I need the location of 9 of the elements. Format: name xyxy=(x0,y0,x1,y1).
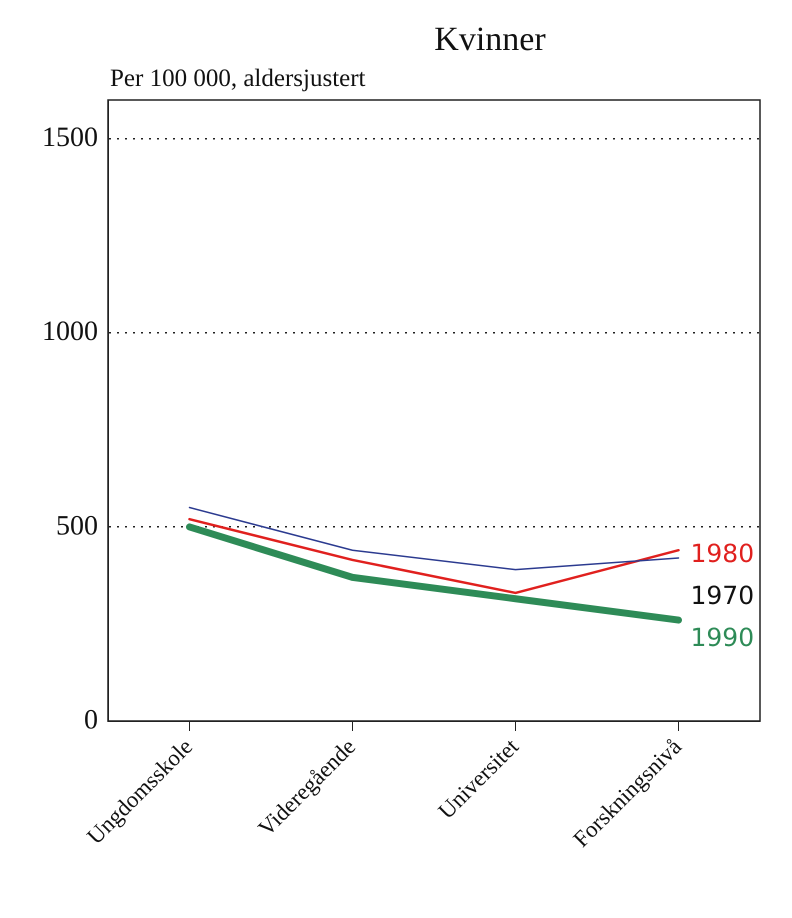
series-label: 1980 xyxy=(690,539,754,568)
y-tick-label: 1000 xyxy=(42,316,98,348)
y-tick-label: 500 xyxy=(56,510,98,542)
series-label: 1970 xyxy=(690,581,754,610)
y-axis-title: Per 100 000, aldersjustert xyxy=(110,65,366,92)
y-tick-label: 1500 xyxy=(42,122,98,154)
y-tick-label: 0 xyxy=(84,704,98,736)
series-label: 1990 xyxy=(690,623,754,652)
chart-title: Kvinner xyxy=(434,21,546,58)
